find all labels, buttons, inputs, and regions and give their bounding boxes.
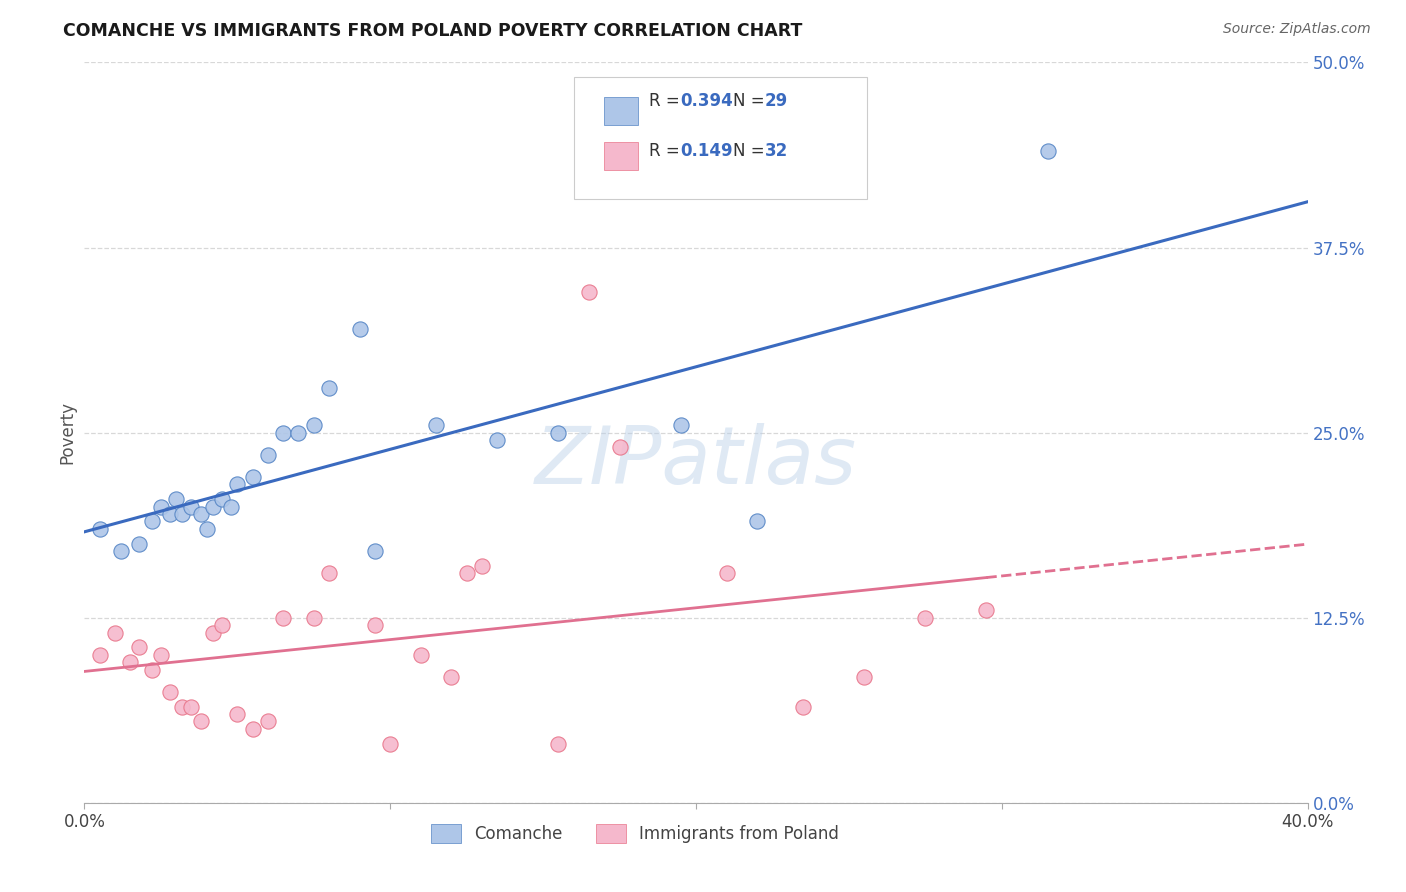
Point	[976, 603, 998, 617]
FancyBboxPatch shape	[605, 97, 638, 126]
Point	[547, 425, 569, 440]
Point	[190, 714, 212, 729]
Point	[159, 507, 181, 521]
Point	[149, 648, 172, 662]
Text: 0.149: 0.149	[681, 143, 733, 161]
Text: 0.394: 0.394	[681, 92, 733, 110]
Point	[211, 492, 233, 507]
Point	[141, 515, 163, 529]
Point	[201, 500, 224, 514]
FancyBboxPatch shape	[574, 78, 868, 200]
Text: R =: R =	[650, 143, 686, 161]
Point	[190, 507, 212, 521]
Point	[180, 699, 202, 714]
Point	[318, 381, 340, 395]
Point	[302, 418, 325, 433]
Point	[180, 500, 202, 514]
Point	[141, 663, 163, 677]
Point	[242, 722, 264, 736]
Point	[120, 655, 142, 669]
Point	[486, 433, 509, 447]
Point	[172, 699, 194, 714]
Point	[409, 648, 432, 662]
Point	[440, 670, 463, 684]
Point	[242, 470, 264, 484]
Point	[425, 418, 447, 433]
Point	[257, 448, 280, 462]
Text: N =: N =	[733, 143, 769, 161]
Point	[104, 625, 127, 640]
Point	[271, 610, 294, 624]
Point	[1036, 145, 1059, 159]
Text: ZIPatlas: ZIPatlas	[534, 423, 858, 501]
Point	[128, 640, 150, 655]
Point	[349, 322, 371, 336]
Text: 32: 32	[765, 143, 787, 161]
Point	[89, 648, 111, 662]
Point	[853, 670, 876, 684]
Point	[716, 566, 738, 581]
Point	[547, 737, 569, 751]
Text: N =: N =	[733, 92, 769, 110]
Point	[747, 515, 769, 529]
Point	[165, 492, 187, 507]
Point	[302, 610, 325, 624]
Point	[364, 618, 387, 632]
Text: Source: ZipAtlas.com: Source: ZipAtlas.com	[1223, 22, 1371, 37]
Point	[364, 544, 387, 558]
Point	[380, 737, 402, 751]
Point	[149, 500, 172, 514]
Point	[271, 425, 294, 440]
Point	[287, 425, 309, 440]
FancyBboxPatch shape	[605, 142, 638, 169]
Text: COMANCHE VS IMMIGRANTS FROM POLAND POVERTY CORRELATION CHART: COMANCHE VS IMMIGRANTS FROM POLAND POVER…	[63, 22, 803, 40]
Point	[211, 618, 233, 632]
Point	[195, 522, 218, 536]
Text: 29: 29	[765, 92, 787, 110]
Point	[914, 610, 936, 624]
Point	[609, 441, 631, 455]
Point	[201, 625, 224, 640]
Legend: Comanche, Immigrants from Poland: Comanche, Immigrants from Poland	[425, 817, 845, 850]
Point	[792, 699, 814, 714]
Point	[172, 507, 194, 521]
Point	[226, 706, 249, 721]
Point	[110, 544, 132, 558]
Point	[128, 536, 150, 550]
Point	[456, 566, 478, 581]
Y-axis label: Poverty: Poverty	[58, 401, 76, 464]
Point	[219, 500, 242, 514]
Point	[89, 522, 111, 536]
Text: R =: R =	[650, 92, 686, 110]
Point	[226, 477, 249, 491]
Point	[578, 285, 600, 299]
Point	[159, 685, 181, 699]
Point	[669, 418, 692, 433]
Point	[471, 558, 494, 573]
Point	[318, 566, 340, 581]
Point	[257, 714, 280, 729]
